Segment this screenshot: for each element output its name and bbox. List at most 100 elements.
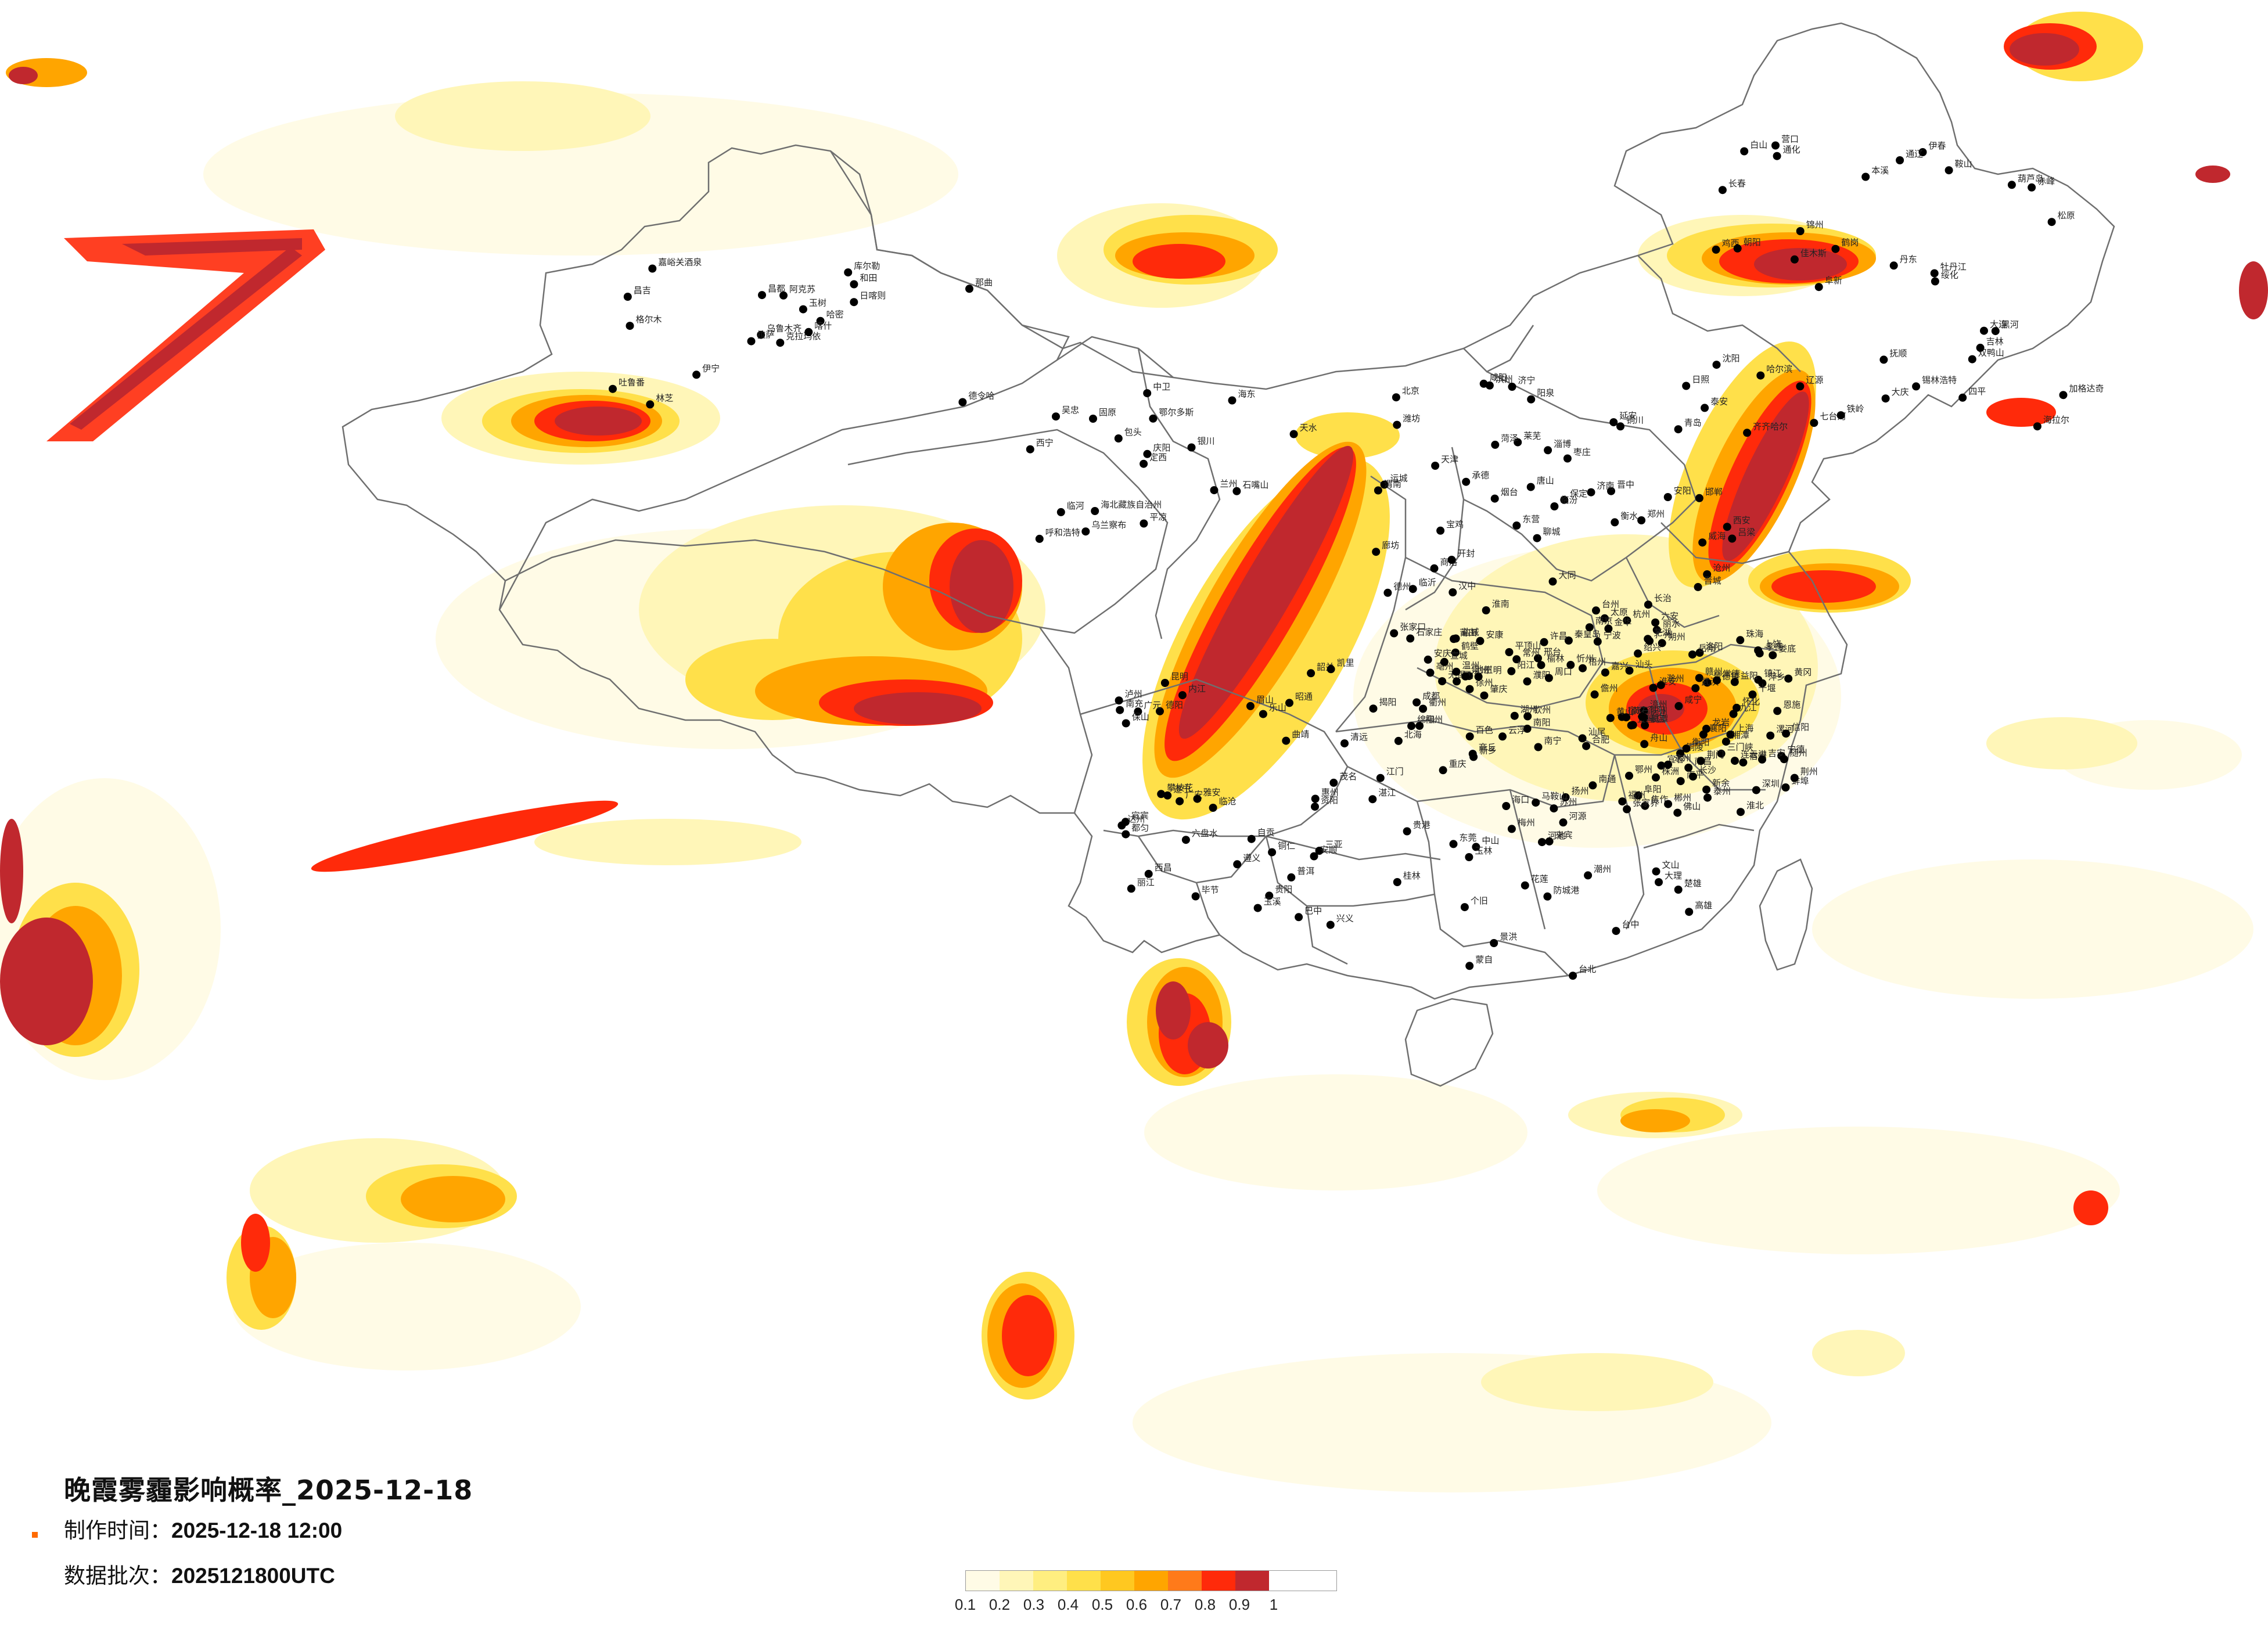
data-batch-row: 数据批次：2025121800UTC (64, 1553, 473, 1599)
city-label: 眉山 (1256, 695, 1274, 705)
city-dot (1712, 361, 1721, 369)
city-marker: 济南 (1587, 481, 1615, 497)
city-dot (1383, 588, 1392, 597)
city-label: 延安 (1619, 411, 1637, 421)
city-marker: 淮北 (1737, 800, 1764, 816)
city-dot (1368, 795, 1377, 804)
city-dot (1582, 742, 1591, 750)
city-marker: 平顶山 (1505, 641, 1541, 656)
city-label: 黄冈 (1794, 667, 1811, 678)
city-marker: 乌鲁木齐 (757, 323, 801, 339)
city-dot (1634, 649, 1642, 658)
city-label: 海口 (1512, 794, 1529, 805)
city-dot (1691, 684, 1700, 693)
city-marker: 南宁 (1534, 736, 1562, 751)
city-label: 衢州 (1429, 697, 1446, 708)
city-label: 牡丹江 (1940, 262, 1967, 272)
city-dot (1622, 713, 1630, 722)
city-label: 芜湖 (1654, 627, 1671, 638)
city-label: 曲靖 (1292, 729, 1309, 740)
city-marker: 喀什 (804, 321, 832, 336)
city-marker: 通辽 (1896, 149, 1923, 164)
city-marker: 黄石 (1622, 706, 1649, 722)
city-marker: 赤峰 (2028, 176, 2055, 192)
city-marker: 新余 (1702, 778, 1730, 794)
city-marker: 来宾 (1545, 830, 1573, 846)
city-marker: 邯郸 (1695, 487, 1723, 502)
city-marker: 保定 (1560, 488, 1587, 504)
city-dot (1476, 636, 1485, 645)
city-marker: 张家口 (1390, 622, 1426, 638)
city-dot (1327, 665, 1335, 674)
city-label: 安庆 (1434, 648, 1451, 659)
city-dot (1607, 487, 1615, 495)
city-marker: 平凉 (1140, 512, 1167, 528)
city-dot (1307, 669, 1315, 678)
city-marker: 抚顺 (1879, 348, 1907, 364)
city-marker: 周口 (1544, 667, 1572, 682)
city-marker: 株洲 (1652, 766, 1679, 782)
legend-swatch (1168, 1571, 1202, 1591)
city-dot (1181, 836, 1190, 844)
legend-tick-label: 0.2 (989, 1596, 1011, 1613)
city-marker: 德阳 (1156, 700, 1183, 715)
city-dot (646, 400, 655, 409)
city-marker: 海东 (1228, 389, 1256, 405)
city-label: 大同 (1559, 570, 1576, 580)
city-label: 达州 (1127, 814, 1145, 824)
city-dot (1545, 837, 1554, 846)
city-marker: 成都 (1412, 691, 1440, 707)
city-label: 通辽 (1906, 149, 1923, 159)
city-label: 林芝 (656, 393, 673, 403)
city-label: 贵阳 (1275, 884, 1292, 894)
city-marker: 哈尔滨 (1756, 364, 1792, 380)
city-dot (1790, 255, 1799, 264)
city-dot (1784, 674, 1793, 683)
city-dot (1340, 739, 1349, 748)
city-dot (1651, 618, 1660, 627)
city-label: 东莞 (1460, 832, 1477, 843)
city-label: 双鸭山 (1978, 348, 2004, 358)
city-marker: 莱芜 (1514, 431, 1541, 447)
city-dot (1460, 903, 1469, 912)
city-dot (1588, 781, 1597, 790)
city-marker: 昌都 (758, 283, 785, 300)
city-dot (1637, 516, 1646, 524)
city-marker: 乌兰察布 (1081, 520, 1126, 536)
city-label: 西宁 (1036, 438, 1054, 448)
city-label: 哈尔滨 (1766, 364, 1792, 375)
city-dot (1193, 794, 1202, 803)
city-dot (1265, 891, 1274, 900)
city-label: 内江 (1188, 684, 1206, 694)
city-dot (1831, 244, 1840, 253)
city-label: 娄底 (1778, 643, 1796, 654)
city-label: 大理 (1665, 870, 1682, 881)
city-dot (2047, 218, 2056, 226)
province-guizhou-guangxi (1265, 835, 1441, 965)
city-marker: 宣城 (1440, 650, 1468, 666)
city-label: 加格达奇 (2069, 383, 2104, 394)
city-label: 攀枝花 (1167, 782, 1193, 793)
city-label: 淮北 (1746, 800, 1764, 811)
city-marker: 揭阳 (1369, 697, 1397, 713)
city-label: 钦州 (1533, 705, 1551, 715)
city-marker: 雅安 (1193, 787, 1221, 803)
city-marker: 运城 (1380, 473, 1408, 489)
city-marker: 吴忠 (1052, 405, 1079, 421)
city-marker: 沧州 (1703, 563, 1730, 578)
city-marker: 台北 (1569, 964, 1596, 980)
city-marker: 吕梁 (1728, 527, 1755, 543)
city-dot (1781, 783, 1790, 792)
city-label: 莱芜 (1523, 431, 1541, 441)
city-label: 衡水 (1620, 510, 1638, 521)
city-label: 秦皇岛 (1575, 629, 1601, 639)
city-marker: 朝阳 (1733, 237, 1761, 253)
city-dot (1664, 800, 1673, 808)
city-label: 昆明 (1171, 671, 1188, 682)
city-marker: 鹤壁 (1451, 641, 1479, 657)
province-inner-mongolia (1056, 255, 1801, 378)
city-label: 本溪 (1871, 166, 1889, 176)
city-dot (1782, 729, 1791, 738)
city-label: 德州 (1393, 581, 1411, 592)
city-dot (1491, 440, 1500, 449)
